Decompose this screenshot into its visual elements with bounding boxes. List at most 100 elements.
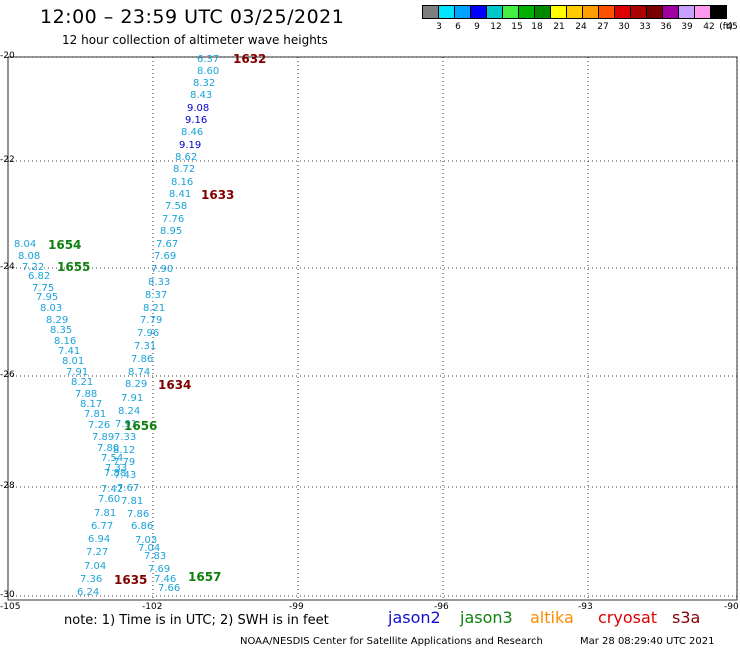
lon-label: -96 xyxy=(434,602,449,612)
swh-value: 7.36 xyxy=(80,574,103,585)
swh-value: 7.86 xyxy=(127,509,150,520)
lat-label: -30 xyxy=(0,590,15,600)
swh-value: 7.69 xyxy=(154,251,177,262)
colorbar-tick: 42 xyxy=(703,22,715,32)
swh-value: 7.83 xyxy=(144,551,167,562)
swh-value: 8.08 xyxy=(18,251,41,262)
lon-label: -99 xyxy=(289,602,304,612)
pass-time-label: 1632 xyxy=(233,52,267,66)
swh-value: 7.31 xyxy=(134,341,157,352)
swh-value: 9.16 xyxy=(185,115,208,126)
swh-value: 8.46 xyxy=(181,127,204,138)
swh-value: 7.86 xyxy=(131,354,154,365)
swh-value: 9.19 xyxy=(179,140,202,151)
lat-label: -24 xyxy=(0,262,15,272)
swh-value: 7.81 xyxy=(84,409,107,420)
pass-time-label: 1635 xyxy=(114,573,148,587)
swh-value: 6.77 xyxy=(91,521,114,532)
swh-value: 7.42 xyxy=(101,484,124,495)
swh-value: 7.33 xyxy=(105,463,128,474)
lon-label: -102 xyxy=(142,602,163,612)
swh-value: 8.24 xyxy=(118,406,141,417)
swh-value: 7.43 xyxy=(114,470,137,481)
colorbar-tick: 18 xyxy=(531,22,543,32)
colorbar-tick: 27 xyxy=(597,22,609,32)
colorbar-tick: 9 xyxy=(474,22,480,32)
swh-value: 8.32 xyxy=(193,78,216,89)
swh-value: 7.04 xyxy=(138,543,161,554)
footer-note: note: 1) Time is in UTC; 2) SWH is in fe… xyxy=(64,613,329,628)
swh-value: 7.90 xyxy=(151,264,174,275)
pass-time-label: 1634 xyxy=(158,378,192,392)
swh-value: 7.89 xyxy=(92,432,115,443)
colorbar-tick: 6 xyxy=(455,22,461,32)
swh-value: 7.27 xyxy=(86,547,109,558)
colorbar-tick: 3 xyxy=(436,22,442,32)
swh-value: 8.17 xyxy=(80,399,103,410)
swh-value: 7.81 xyxy=(121,496,144,507)
swh-value: 7.67 xyxy=(117,483,140,494)
swh-value: 6.24 xyxy=(77,587,100,598)
swh-value: 7.81 xyxy=(94,508,117,519)
swh-value: 8.72 xyxy=(173,164,196,175)
swh-value: 8.37 xyxy=(145,290,168,301)
legend-jason2: jason2 xyxy=(388,608,441,627)
swh-value: 9.08 xyxy=(187,103,210,114)
swh-value: 7.79 xyxy=(113,457,136,468)
swh-value: 8.29 xyxy=(46,315,69,326)
swh-value: 8.21 xyxy=(71,377,94,388)
swh-value: 7.67 xyxy=(156,239,179,250)
swh-value: 8.29 xyxy=(125,379,148,390)
lon-label: -93 xyxy=(578,602,593,612)
swh-value: 7.58 xyxy=(165,201,188,212)
swh-value: 7.33 xyxy=(114,432,137,443)
colorbar-swatch xyxy=(710,5,727,19)
colorbar-tick: 36 xyxy=(660,22,672,32)
swh-value: 7.75 xyxy=(32,283,55,294)
swh-value: 6.82 xyxy=(28,271,51,282)
page-subtitle: 12 hour collection of altimeter wave hei… xyxy=(62,33,328,47)
pass-time-label: 1655 xyxy=(57,260,91,274)
colorbar-tick: 24 xyxy=(575,22,587,32)
swh-value: 6.86 xyxy=(131,521,154,532)
colorbar-unit: (ft) xyxy=(719,22,733,32)
colorbar-tick: 12 xyxy=(490,22,502,32)
pass-time-label: 1633 xyxy=(201,188,235,202)
swh-value: 8.60 xyxy=(197,66,220,77)
legend-jason3: jason3 xyxy=(460,608,513,627)
swh-value: 7.76 xyxy=(162,214,185,225)
colorbar-tick: 45 xyxy=(726,22,738,32)
legend-cryosat: cryosat xyxy=(598,608,658,627)
swh-value: 7.88 xyxy=(104,468,127,479)
swh-value: 8.12 xyxy=(113,445,136,456)
swh-value: 6.94 xyxy=(88,534,111,545)
lon-label: -105 xyxy=(0,602,21,612)
swh-value: 7.79 xyxy=(140,315,163,326)
swh-value: 7.26 xyxy=(88,420,111,431)
swh-value: 7.22 xyxy=(22,262,45,273)
swh-value: 8.01 xyxy=(62,356,85,367)
swh-value: 8.04 xyxy=(14,239,37,250)
swh-value: 6.37 xyxy=(197,54,220,65)
credit-line: NOAA/NESDIS Center for Satellite Applica… xyxy=(240,636,543,647)
page-title: 12:00 – 23:59 UTC 03/25/2021 xyxy=(40,6,345,28)
lon-label: -90 xyxy=(724,602,739,612)
pass-time-label: 1657 xyxy=(188,570,222,584)
colorbar-tick: 21 xyxy=(553,22,565,32)
swh-value: 8.62 xyxy=(175,152,198,163)
swh-value: 7.69 xyxy=(148,564,171,575)
swh-value: 7.41 xyxy=(58,346,81,357)
swh-value: 7.46 xyxy=(154,574,177,585)
legend-s3a: s3a xyxy=(672,608,701,627)
swh-value: 7.96 xyxy=(137,328,160,339)
swh-value: 7.80 xyxy=(97,443,120,454)
swh-value: 7.66 xyxy=(158,583,181,594)
legend-altika: altika xyxy=(530,608,574,627)
swh-value: 7.88 xyxy=(75,389,98,400)
generated-timestamp: Mar 28 08:29:40 UTC 2021 xyxy=(580,636,715,647)
swh-value: 8.16 xyxy=(54,336,77,347)
colorbar-tick: 33 xyxy=(639,22,651,32)
swh-value: 8.35 xyxy=(50,325,73,336)
swh-value: 8.03 xyxy=(40,303,63,314)
